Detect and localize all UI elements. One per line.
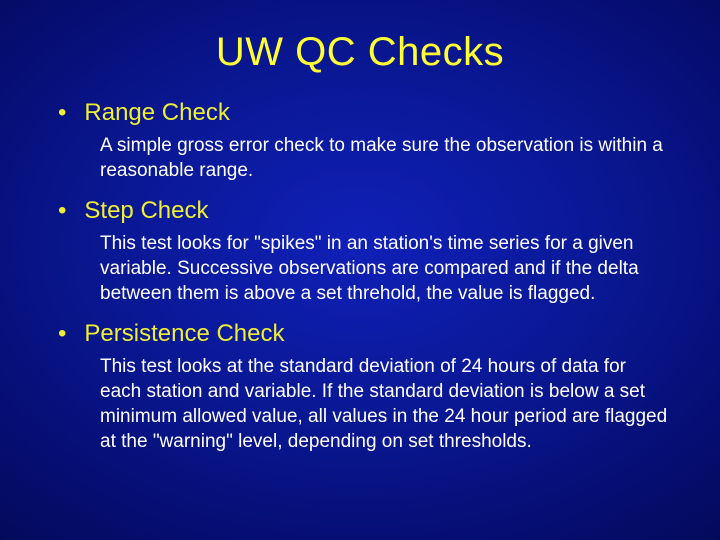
bullet-item: • Range Check xyxy=(48,99,680,127)
bullet-item: • Persistence Check xyxy=(48,320,680,348)
bullet-item: • Step Check xyxy=(48,197,680,225)
bullet-description: A simple gross error check to make sure … xyxy=(100,133,670,183)
slide: UW QC Checks • Range Check A simple gros… xyxy=(0,0,720,540)
slide-title: UW QC Checks xyxy=(40,30,680,75)
bullet-icon: • xyxy=(58,320,66,348)
bullet-description: This test looks for "spikes" in an stati… xyxy=(100,231,670,306)
bullet-heading: Step Check xyxy=(84,197,208,225)
bullet-description: This test looks at the standard deviatio… xyxy=(100,354,670,454)
bullet-heading: Persistence Check xyxy=(84,320,284,348)
bullet-icon: • xyxy=(58,197,66,225)
bullet-icon: • xyxy=(58,99,66,127)
bullet-heading: Range Check xyxy=(84,99,229,127)
slide-content: • Range Check A simple gross error check… xyxy=(40,99,680,454)
